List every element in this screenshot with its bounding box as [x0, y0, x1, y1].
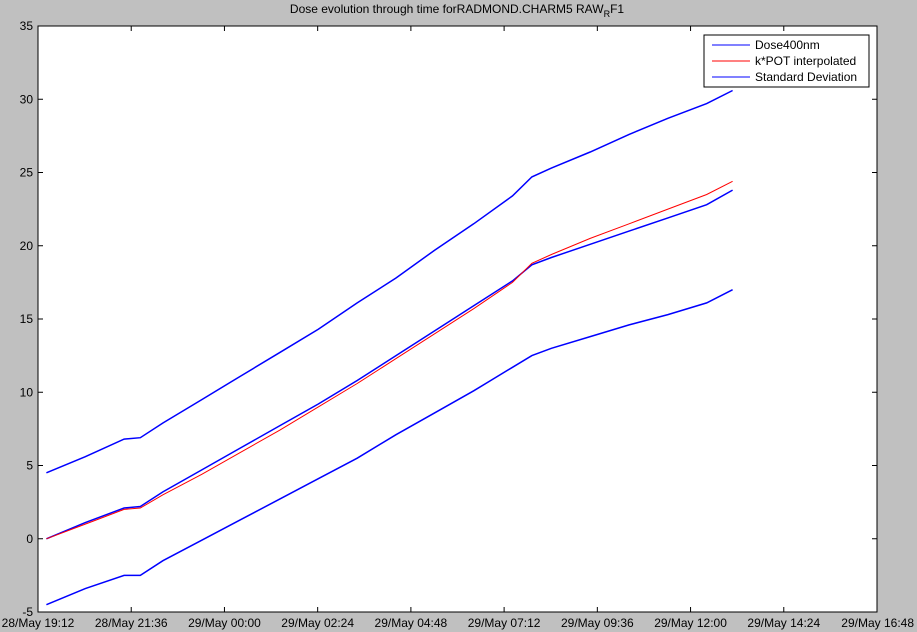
x-tick-label: 29/May 04:48: [375, 616, 448, 630]
x-tick-label: 29/May 14:24: [747, 616, 820, 630]
x-tick-label: 29/May 02:24: [281, 616, 354, 630]
chart-title: Dose evolution through time forRADMOND.C…: [290, 2, 624, 19]
y-tick-label: 20: [20, 239, 34, 253]
legend-label-dose400nm: Dose400nm: [755, 38, 820, 52]
legend-label-stddev: Standard Deviation: [755, 70, 857, 84]
y-tick-label: -5: [22, 605, 33, 619]
chart-title-tail: F1: [610, 2, 624, 16]
x-tick-label: 28/May 21:36: [95, 616, 168, 630]
x-tick-label: 29/May 09:36: [561, 616, 634, 630]
y-tick-label: 0: [26, 532, 33, 546]
y-tick-label: 5: [26, 459, 33, 473]
x-tick-label: 29/May 12:00: [654, 616, 727, 630]
y-tick-label: 10: [20, 385, 34, 399]
series-line-k-pot-interpolated: [46, 180, 733, 540]
chart-title-main: Dose evolution through time forRADMOND.C…: [290, 2, 604, 16]
y-tick-label: 15: [20, 312, 34, 326]
x-axis: 28/May 19:12 28/May 21:36 29/May 00:00 29/M…: [2, 26, 914, 630]
legend-label-kpot: k*POT interpolated: [755, 54, 856, 68]
y-axis: -5 0 5 10 15 20 25 30 35: [20, 19, 877, 619]
x-tick-label: 28/May 19:12: [2, 616, 75, 630]
y-tick-label: 30: [20, 92, 34, 106]
x-tick-label: 29/May 07:12: [468, 616, 541, 630]
y-tick-label: 25: [20, 166, 34, 180]
x-tick-label: 29/May 16:48: [841, 616, 914, 630]
chart-title-subscript: R: [604, 9, 611, 19]
series-line-3: [46, 289, 733, 606]
legend: Dose400nm k*POT interpolated Standard De…: [703, 34, 870, 88]
x-tick-label: 29/May 00:00: [188, 616, 261, 630]
series-layer: [46, 89, 733, 606]
series-line-standard-deviation: [46, 89, 733, 474]
series-line-dose400nm: [46, 189, 733, 540]
y-tick-label: 35: [20, 19, 34, 33]
